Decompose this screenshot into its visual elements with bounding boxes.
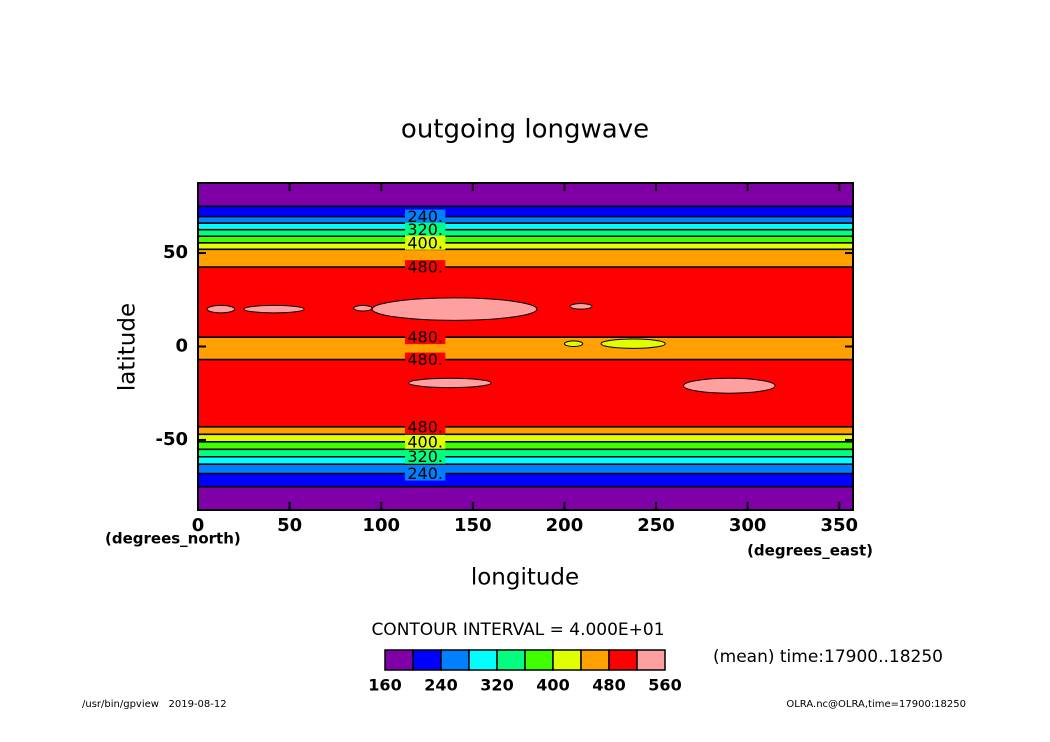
contour-band <box>198 441 853 450</box>
contour-label-bg <box>405 352 446 367</box>
contour-band <box>198 249 853 268</box>
contour-label-text: 480. <box>407 417 443 436</box>
contour-patch <box>408 377 492 389</box>
x-tick-label: 0 <box>192 515 205 536</box>
colorbar-box <box>524 649 554 671</box>
y-axis-label: latitude <box>115 303 141 391</box>
contour-band <box>198 426 853 435</box>
colorbar-box <box>468 649 498 671</box>
contour-label-bg <box>405 419 446 434</box>
chart-title: outgoing longwave <box>401 115 649 145</box>
time-note: (mean) time:17900..18250 <box>713 647 943 667</box>
contour-label-text: 240. <box>407 464 443 483</box>
x-tick-label: 300 <box>729 515 767 536</box>
colorbar-box <box>608 649 638 671</box>
contour-label: 240. <box>405 207 446 226</box>
x-tick-label: 150 <box>454 515 492 536</box>
colorbar-tick-label: 160 <box>368 676 401 695</box>
contour-label-text: 320. <box>407 447 443 466</box>
contour-band <box>198 359 853 427</box>
contour-label-text: 400. <box>407 432 443 451</box>
contour-label-text: 480. <box>407 328 443 347</box>
y-tick-label: 0 <box>175 336 188 357</box>
contour-band <box>198 206 853 217</box>
contour-label-bg <box>405 434 446 449</box>
contour-band <box>198 267 853 338</box>
contour-band <box>198 337 853 360</box>
x-axis-label: longitude <box>471 565 579 591</box>
contour-band <box>198 464 853 474</box>
contour-patch <box>600 338 666 349</box>
contour-band <box>198 449 853 457</box>
contour-label: 400. <box>405 432 446 451</box>
contour-band <box>198 236 853 243</box>
contour-patch <box>353 304 373 312</box>
contour-label-text: 480. <box>407 258 443 277</box>
contour-band <box>198 183 853 207</box>
contour-band <box>198 473 853 487</box>
contour-label-bg <box>405 222 446 237</box>
colorbar-box <box>440 649 470 671</box>
contour-band <box>198 223 853 230</box>
x-tick-label: 350 <box>820 515 858 536</box>
contour-band <box>198 216 853 224</box>
x-tick-label: 200 <box>546 515 584 536</box>
contour-band <box>198 434 853 442</box>
contour-label-bg <box>405 466 446 481</box>
contour-label: 480. <box>405 417 446 436</box>
contour-label: 240. <box>405 464 446 483</box>
contour-label-bg <box>405 260 446 275</box>
colorbar-box <box>636 649 666 671</box>
contour-band <box>198 229 853 237</box>
contour-label: 480. <box>405 350 446 369</box>
x-tick-label: 50 <box>277 515 302 536</box>
contour-interval: CONTOUR INTERVAL = 4.000E+01 <box>371 620 664 640</box>
colorbar-box <box>412 649 442 671</box>
contour-label-bg <box>405 209 446 224</box>
contour-label-text: 240. <box>407 207 443 226</box>
contour-label: 320. <box>405 220 446 239</box>
contour-patch <box>371 297 538 321</box>
colorbar-box <box>580 649 610 671</box>
y-tick-label: 50 <box>163 242 188 263</box>
contour-band <box>198 242 853 250</box>
contour-patch <box>569 303 593 310</box>
colorbar-tick-label: 400 <box>536 676 569 695</box>
footer-right: OLRA.nc@OLRA,time=17900:18250 <box>786 699 966 710</box>
colorbar-tick-label: 480 <box>592 676 625 695</box>
y-unit: (degrees_north) <box>105 530 241 548</box>
plot-area: 240.240.320.320.400.400.480.480.480.480. <box>198 183 853 510</box>
contour-label-text: 400. <box>407 233 443 252</box>
colorbar-box <box>384 649 414 671</box>
contour-label: 480. <box>405 328 446 347</box>
contour-label: 400. <box>405 233 446 252</box>
colorbar-tick-label: 320 <box>480 676 513 695</box>
colorbar-tick-label: 560 <box>648 676 681 695</box>
contour-band <box>198 486 853 510</box>
x-tick-label: 100 <box>362 515 400 536</box>
contour-label-text: 480. <box>407 350 443 369</box>
y-tick-label: -50 <box>155 429 188 450</box>
contour-patch <box>683 377 776 394</box>
contour-label: 320. <box>405 447 446 466</box>
contour-patch <box>206 304 236 314</box>
footer-left: /usr/bin/gpview 2019-08-12 <box>82 699 227 710</box>
x-unit: (degrees_east) <box>747 542 873 560</box>
contour-label-bg <box>405 449 446 464</box>
contour-patch <box>563 340 584 348</box>
contour-patch <box>243 304 305 314</box>
contour-label-text: 320. <box>407 220 443 239</box>
colorbar-box <box>552 649 582 671</box>
x-tick-label: 250 <box>637 515 675 536</box>
contour-label-bg <box>405 235 446 250</box>
contour-label-bg <box>405 330 446 345</box>
contour-label: 480. <box>405 258 446 277</box>
colorbar-tick-label: 240 <box>424 676 457 695</box>
contour-band <box>198 456 853 465</box>
colorbar-box <box>496 649 526 671</box>
